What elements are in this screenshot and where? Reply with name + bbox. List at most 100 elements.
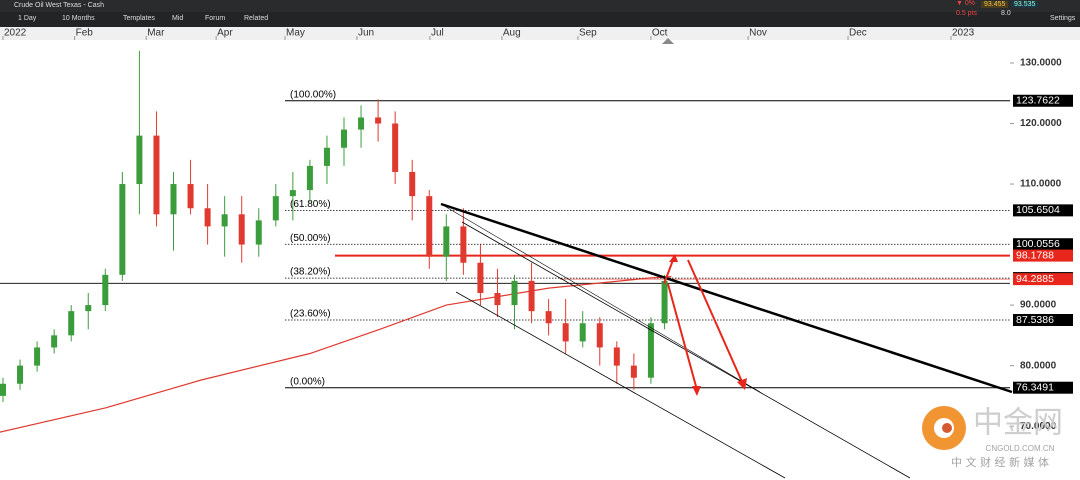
y-tick-label: 110.0000	[1020, 179, 1062, 190]
candle-body	[17, 365, 24, 384]
candle-body	[426, 196, 433, 257]
x-tick-label: Dec	[849, 28, 867, 39]
fib-label: (50.00%)	[290, 233, 331, 244]
range[interactable]: 10 Months	[62, 15, 95, 22]
toolbar: 1 Day 10 Months Templates Mid Forum Rela…	[0, 10, 1080, 27]
title-bar: Crude Oil West Texas - Cash ▼ 0% 93.455 …	[0, 0, 1080, 12]
channel-line	[455, 291, 786, 479]
time-axis-bg	[0, 27, 1080, 40]
price-label-box	[1013, 94, 1073, 107]
price-label-box	[1013, 381, 1073, 394]
candle-body	[528, 280, 535, 312]
candle-body	[613, 347, 620, 366]
candle-body	[341, 129, 348, 148]
x-tick-label: Oct	[652, 28, 668, 39]
candle-body	[661, 280, 668, 324]
candle-body	[358, 117, 365, 130]
price-label: 105.6504	[1016, 204, 1060, 216]
price-label: 76.3491	[1016, 381, 1054, 393]
x-tick-label: Jun	[358, 28, 374, 39]
candle-body	[170, 184, 177, 215]
x-tick-label: 2022	[4, 28, 27, 39]
ask[interactable]: 93.535	[1011, 1, 1039, 8]
price-label: 87.5386	[1016, 314, 1054, 326]
candle-body	[375, 117, 382, 124]
candle-body	[579, 323, 586, 342]
candle-body	[102, 274, 109, 306]
candle-body	[238, 214, 245, 245]
candle-body	[85, 305, 92, 312]
watermark-slogan: 中 文 财 经 新 媒 体	[951, 455, 1049, 469]
drawings	[440, 38, 1013, 479]
arrow	[687, 259, 744, 385]
y-tick-label: 80.0000	[1020, 360, 1057, 371]
candle-body	[51, 335, 58, 348]
trendline	[440, 202, 1013, 394]
event-marker[interactable]	[662, 38, 674, 44]
candle-body	[562, 323, 569, 342]
candle-body	[630, 365, 637, 378]
watermark-brand: 中金网	[973, 406, 1063, 441]
candle-body	[323, 147, 330, 166]
candle-body	[187, 184, 194, 209]
candle-body	[136, 135, 143, 185]
x-tick-label: Nov	[749, 28, 767, 39]
x-tick-label: Jul	[431, 28, 444, 39]
price-label: 123.7622	[1016, 95, 1060, 107]
moving-average	[0, 276, 672, 433]
candle-body	[545, 311, 552, 324]
candle-body	[477, 262, 484, 293]
spread: 8.0	[1001, 10, 1011, 17]
candle-body	[153, 135, 160, 215]
fib-label: (0.00%)	[290, 376, 325, 387]
interval[interactable]: 1 Day	[18, 15, 37, 22]
change-pct: ▼ 0%	[956, 0, 975, 7]
related[interactable]: Related	[244, 15, 269, 22]
candle-body	[119, 184, 126, 275]
x-tick-label: 2023	[952, 28, 975, 39]
fib-label: (23.60%)	[290, 309, 331, 320]
candle-body	[443, 226, 450, 257]
candle-body	[460, 226, 467, 263]
change-pts: 0.5 pts	[956, 10, 978, 17]
bid[interactable]: 93.455	[981, 1, 1009, 8]
price-label-box	[1013, 249, 1073, 262]
price-label-box	[1013, 273, 1073, 286]
candle-body	[221, 214, 228, 227]
logo-dot	[942, 423, 952, 433]
y-tick-label: 70.0000	[1020, 421, 1057, 432]
instrument: Crude Oil West Texas - Cash	[14, 2, 104, 9]
arrow-head	[737, 378, 747, 390]
x-tick-label: Aug	[503, 28, 521, 39]
settings[interactable]: Settings	[1050, 15, 1076, 22]
arrow	[667, 283, 698, 391]
price-type[interactable]: Mid	[172, 15, 184, 22]
candle-body	[204, 208, 211, 227]
forum[interactable]: Forum	[205, 15, 226, 22]
channel-line	[440, 203, 761, 393]
x-tick-label: May	[286, 28, 305, 39]
price-label: 100.0556	[1016, 238, 1060, 250]
fib-label: (100.00%)	[290, 89, 336, 100]
y-tick-label: 120.0000	[1020, 118, 1062, 129]
watermark-site: CNGOLD.COM.CN	[986, 444, 1055, 453]
candle-body	[511, 280, 518, 306]
fib-label: (61.80%)	[290, 199, 331, 210]
candle-body	[255, 220, 262, 245]
candle-body	[392, 123, 399, 172]
candle-body	[647, 323, 654, 378]
x-tick-label: Apr	[217, 28, 233, 39]
candle-body	[0, 383, 7, 396]
plot: 2022 Feb Mar Apr May Jun Jul Aug Sep Oct Nov Dec 202…	[0, 28, 1073, 433]
arrow-head	[669, 254, 678, 262]
y-tick-label: 90.0000	[1020, 300, 1057, 311]
y-tick-label: 130.0000	[1020, 58, 1062, 69]
candle-body	[34, 347, 41, 366]
price-label: 94.2885	[1016, 273, 1054, 285]
templates[interactable]: Templates	[123, 15, 155, 22]
x-tick-label: Mar	[147, 28, 165, 39]
fib-label: (38.20%)	[290, 267, 331, 278]
price-label-box	[1013, 204, 1073, 217]
